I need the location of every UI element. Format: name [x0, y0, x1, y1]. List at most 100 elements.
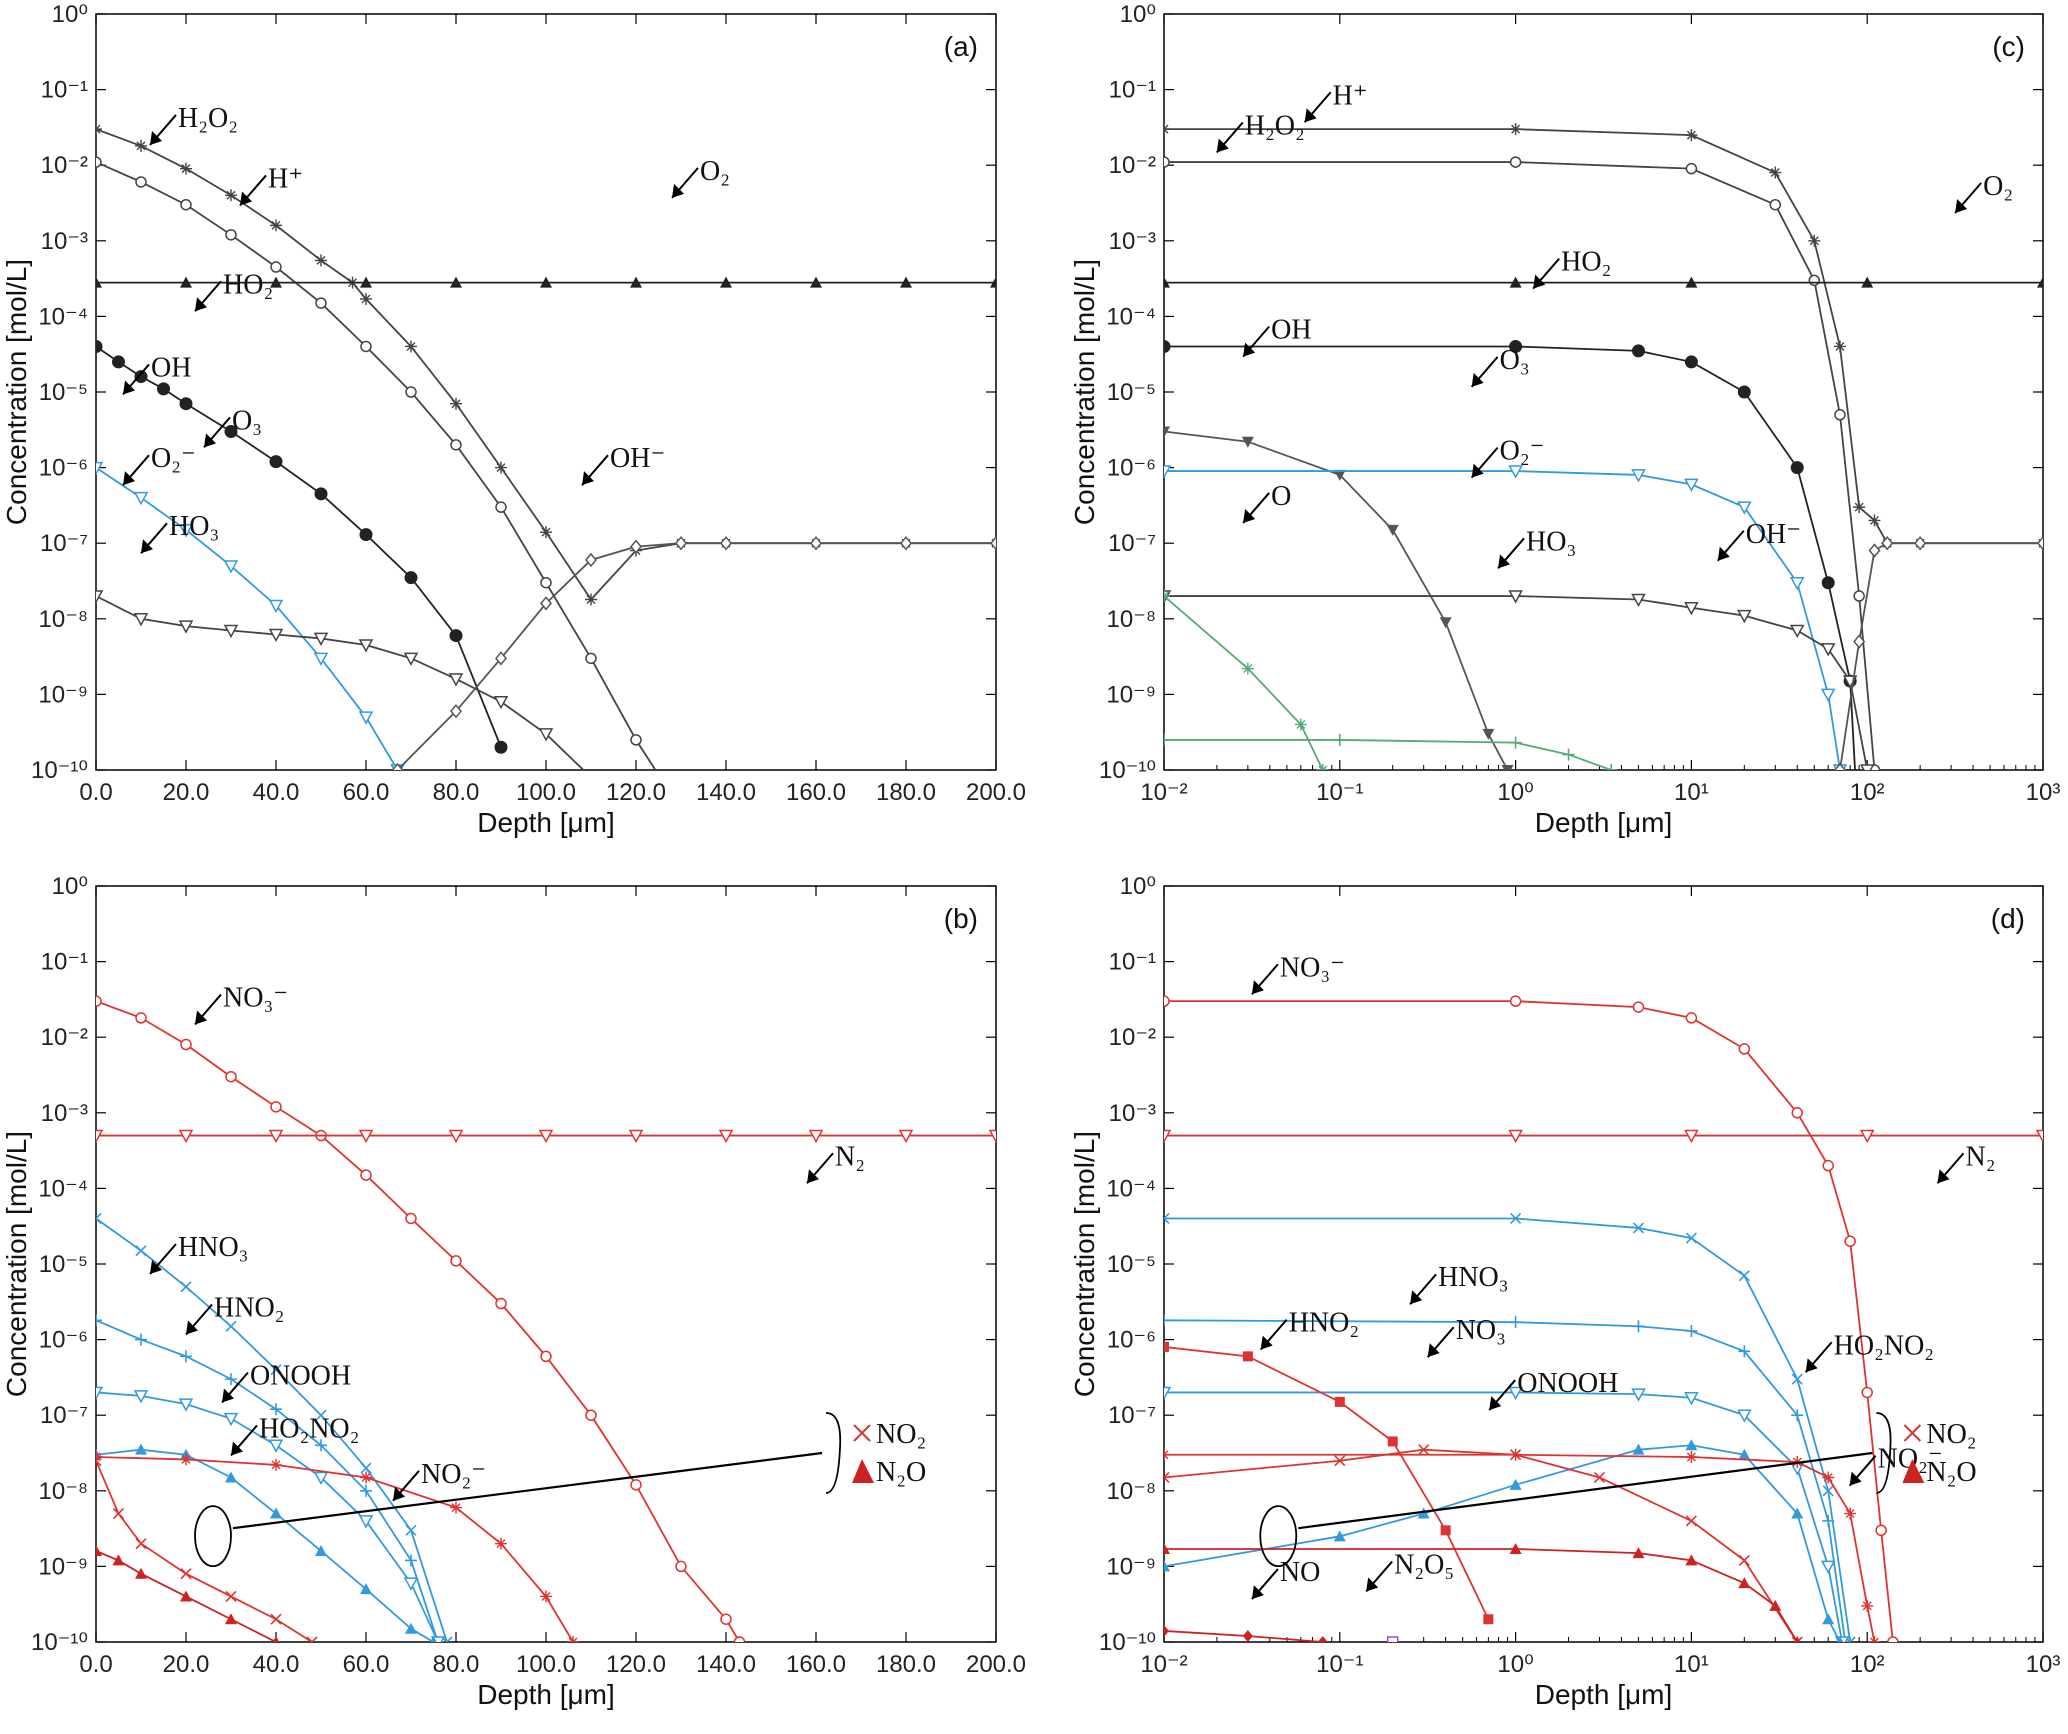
x-tick-label: 160.0	[786, 779, 846, 806]
annotation-label: H₂O₂	[1245, 111, 1305, 142]
data-point	[1685, 1012, 1698, 1024]
arrow-head	[1304, 108, 1317, 123]
data-point	[1808, 274, 1821, 287]
annotation-label: N₂	[1966, 1141, 1996, 1172]
data-point	[900, 536, 912, 551]
data-point	[96, 1455, 102, 1467]
series-line-6	[1164, 595, 1869, 770]
data-point	[1833, 340, 1846, 353]
y-tick-label: 10⁻¹	[1109, 949, 1156, 976]
data-point	[1164, 1471, 1170, 1484]
y-tick-label: 10⁻³	[41, 228, 88, 255]
series-line-4	[1164, 430, 1509, 770]
arrow-head	[123, 471, 135, 486]
annotation-label: O	[1271, 481, 1291, 512]
x-tick-label: 10³	[2026, 779, 2061, 806]
data-point	[405, 1212, 417, 1225]
data-point	[358, 639, 374, 653]
data-point	[1508, 1386, 1523, 1401]
data-point	[1508, 465, 1523, 479]
data-point	[135, 176, 147, 188]
arrow-head	[807, 1169, 819, 1184]
data-point	[360, 340, 372, 353]
data-point	[1808, 234, 1821, 247]
data-point	[1386, 1636, 1399, 1642]
y-axis-label: Concentration [mol/L]	[1, 259, 32, 525]
data-point	[1684, 602, 1699, 616]
arrow-head	[1216, 138, 1229, 153]
data-point	[1684, 1392, 1699, 1406]
series-line-7	[1164, 1453, 1876, 1642]
data-point	[495, 461, 507, 474]
data-point	[1859, 1129, 1875, 1144]
data-point	[720, 536, 732, 551]
data-point	[1509, 1316, 1522, 1329]
annotation-label: OH	[151, 352, 191, 383]
series-line-2	[1164, 1217, 1852, 1642]
annotation-label: OH	[1271, 315, 1311, 346]
data-point	[450, 439, 462, 451]
data-point	[720, 1613, 732, 1625]
annotation-label: O₂	[700, 156, 730, 187]
data-point	[223, 624, 239, 639]
data-point	[112, 1554, 125, 1566]
panel-c: 10⁻¹⁰ 10⁻⁹ 10⁻⁸ 10⁻⁷ 10⁻⁶ 10⁻⁵ 10⁻⁴ 10⁻³ 10⁻² 10⁻…	[1069, 1, 2061, 838]
series-line-8	[1164, 595, 1324, 770]
annotation-label: HO₂NO₂	[1834, 1330, 1934, 1361]
data-point	[1822, 1613, 1835, 1625]
data-point	[133, 491, 149, 506]
data-point	[268, 1439, 284, 1453]
y-tick-label: 10⁻⁷	[1108, 530, 1156, 557]
data-point	[898, 1129, 914, 1144]
data-point	[180, 162, 192, 175]
data-point	[157, 382, 170, 396]
y-tick-label: 10⁰	[1120, 1, 1156, 28]
arrow-head	[1471, 463, 1484, 478]
data-point	[448, 1129, 464, 1144]
y-tick-label: 10⁻¹	[41, 949, 88, 976]
data-point	[1737, 609, 1752, 624]
data-point	[180, 1038, 192, 1051]
x-tick-label: 0.0	[79, 779, 112, 806]
y-tick-label: 10⁻⁹	[38, 681, 88, 708]
arrow-head	[150, 1260, 162, 1274]
data-point	[450, 704, 462, 719]
data-point	[450, 1501, 462, 1514]
data-point	[1914, 536, 1927, 551]
data-point	[1164, 733, 1170, 746]
data-point	[1738, 1448, 1751, 1460]
data-point	[630, 1479, 642, 1491]
data-point	[1164, 1448, 1170, 1461]
annotation-label: O₂⁻	[1500, 436, 1545, 467]
annotation-label: N₂	[835, 1141, 865, 1172]
arrow-head	[1937, 1169, 1950, 1184]
data-point	[360, 292, 372, 305]
panel-a: 10⁻¹⁰ 10⁻⁹ 10⁻⁸ 10⁻⁷ 10⁻⁶ 10⁻⁵ 10⁻⁴ 10⁻³ 10⁻² 10⁻…	[1, 1, 1026, 838]
annotation-label: HO₂	[223, 269, 273, 300]
data-point	[225, 1590, 237, 1603]
series-group	[1164, 123, 2043, 770]
data-point	[268, 628, 284, 643]
y-tick-label: 10⁻¹	[41, 77, 88, 104]
legend-label: N₂O	[876, 1457, 926, 1488]
data-point	[313, 1471, 329, 1486]
arrow-head	[1533, 274, 1546, 289]
data-point	[1164, 1386, 1172, 1401]
arrow-head	[582, 471, 594, 486]
data-point	[1881, 536, 1894, 551]
series-group	[96, 123, 996, 770]
y-axis-label: Concentration [mol/L]	[1069, 259, 1100, 525]
data-point	[270, 276, 282, 288]
data-point	[1821, 576, 1835, 590]
data-point	[223, 1412, 239, 1427]
data-point	[808, 1129, 824, 1144]
x-tick-label: 40.0	[253, 1651, 300, 1678]
y-tick-label: 10⁻⁴	[38, 303, 88, 330]
arrow-head	[1260, 1335, 1273, 1350]
annotation-label: HO₂NO₂	[259, 1413, 359, 1444]
data-point	[268, 1129, 284, 1144]
data-point	[1509, 736, 1522, 749]
data-point	[1164, 1212, 1170, 1225]
x-axis-label: Depth [μm]	[1535, 1679, 1673, 1710]
data-point	[450, 276, 462, 288]
